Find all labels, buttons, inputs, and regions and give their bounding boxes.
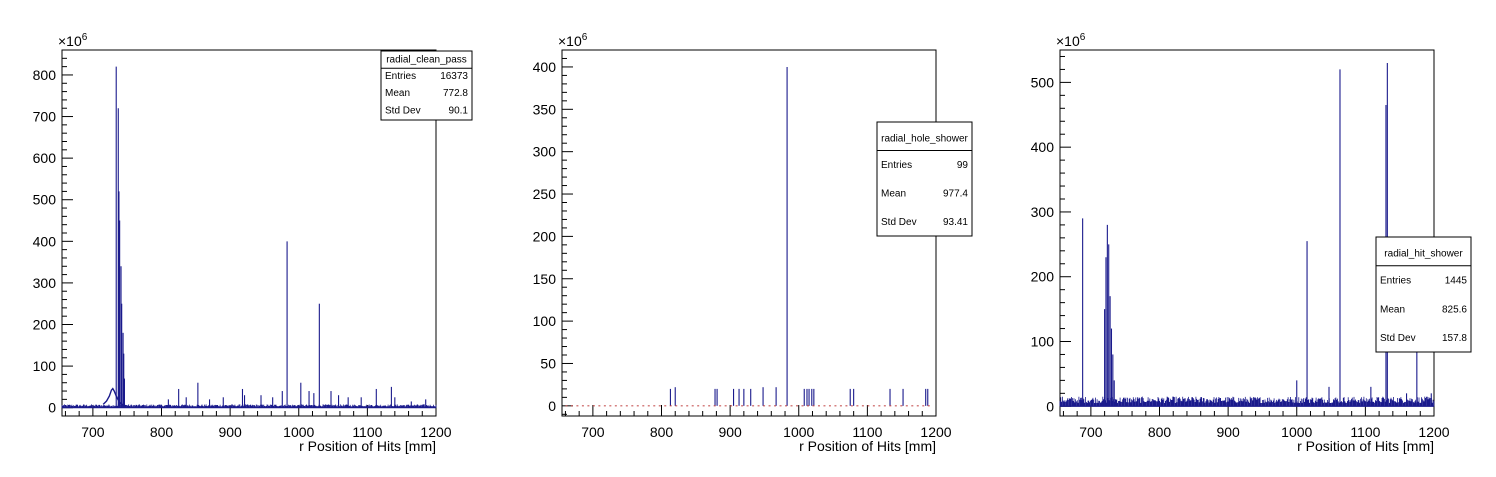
y-tick-label: 0 [1046,398,1054,414]
y-tick-label: 300 [33,275,57,291]
y-exponent-label: ×106 [1056,32,1086,49]
stats-value: 825.6 [1442,304,1467,315]
x-tick-label: 900 [718,424,742,440]
y-tick-label: 400 [33,233,57,249]
chart-panel-3: 0 100 200 300 400 500 700 800 900 1000 1100 1200 ×10… [1031,32,1472,454]
y-exponent-power: 6 [1080,32,1086,43]
x-tick-label: 700 [81,424,105,440]
stats-value: 93.41 [943,217,968,228]
stats-label: Std Dev [881,217,917,228]
stats-label: Mean [881,189,906,200]
y-tick-label: 350 [533,101,557,117]
y-exponent-label: ×106 [558,32,588,49]
y-tick-label: 300 [1031,204,1055,220]
y-tick-label: 150 [533,271,557,287]
stats-value: 977.4 [943,189,968,200]
y-tick-label: 500 [33,192,57,208]
stats-title: radial_hit_shower [1384,249,1463,260]
x-axis-title: r Position of Hits [mm] [299,438,436,454]
x-tick-label: 1100 [352,424,382,440]
y-tick-label: 0 [48,400,56,416]
x-axis-title: r Position of Hits [mm] [799,438,936,454]
x-tick-label: 900 [1216,424,1240,440]
stats-box: radial_clean_pass Entries 16373 Mean 772.8 St… [380,50,473,121]
y-tick-label: 400 [1031,139,1055,155]
x-tick-label: 700 [1079,424,1103,440]
chart-panel-1: 0 100 200 300 400 500 600 700 800 700 800 900 1000 11… [33,32,473,454]
x-tick-label: 700 [581,424,605,440]
stats-title: radial_clean_pass [386,55,467,66]
y-tick-label: 400 [533,59,557,75]
stats-value: 90.1 [449,105,469,116]
y-tick-label: 100 [533,313,557,329]
stats-value: 157.8 [1442,333,1467,344]
y-tick-label: 100 [1031,334,1055,350]
y-tick-label: 800 [33,67,57,83]
x-tick-label: 1200 [920,424,951,440]
x-tick-label: 1100 [1350,424,1380,440]
y-tick-label: 200 [33,317,57,333]
x-tick-label: 1200 [1418,424,1449,440]
stats-value: 99 [957,160,969,171]
y-tick-label: 500 [1031,74,1055,90]
y-exponent-power: 6 [582,32,588,43]
x-tick-label: 800 [150,424,174,440]
x-tick-label: 800 [1148,424,1172,440]
y-tick-label: 200 [1031,269,1055,285]
stats-label: Entries [1380,276,1411,287]
y-tick-label: 250 [533,186,557,202]
x-tick-label: 1000 [1281,424,1312,440]
stats-label: Std Dev [1380,333,1416,344]
plot-frame [1059,49,1435,417]
y-tick-label: 50 [540,355,556,371]
chart-panel-2: 0 50 100 150 200 250 300 350 400 700 800 900 1000 110… [533,32,973,454]
y-tick-label: 100 [33,358,57,374]
y-tick-label: 200 [533,228,557,244]
stats-box: radial_hit_shower Entries 1445 Mean 825.6 Std… [1375,236,1472,353]
x-tick-label: 900 [218,424,242,440]
y-exponent-power: 6 [82,32,88,43]
baseline-noise [1059,396,1435,407]
x-tick-label: 800 [650,424,674,440]
x-axis-title: r Position of Hits [mm] [1297,438,1434,454]
stats-box: radial_hole_shower Entries 99 Mean 977.4 Std … [876,121,973,237]
stats-label: Entries [881,160,912,171]
stats-box-frame [876,121,973,237]
x-tick-label: 1100 [852,424,882,440]
stats-label: Std Dev [385,105,421,116]
stats-box-frame [1375,236,1472,353]
stats-label: Mean [385,88,410,99]
y-tick-label: 600 [33,150,57,166]
stats-value: 772.8 [443,88,468,99]
y-tick-label: 700 [33,109,57,125]
x-tick-label: 1200 [420,424,451,440]
x-tick-label: 1000 [283,424,314,440]
stats-label: Mean [1380,304,1405,315]
y-exponent-label: ×106 [58,32,88,49]
stats-title: radial_hole_shower [881,133,968,144]
stats-value: 1445 [1445,276,1468,287]
stats-value: 16373 [440,71,468,82]
stats-box-frame [380,50,473,121]
y-tick-label: 0 [548,398,556,414]
y-tick-label: 300 [533,144,557,160]
x-tick-label: 1000 [783,424,814,440]
stats-label: Entries [385,71,416,82]
